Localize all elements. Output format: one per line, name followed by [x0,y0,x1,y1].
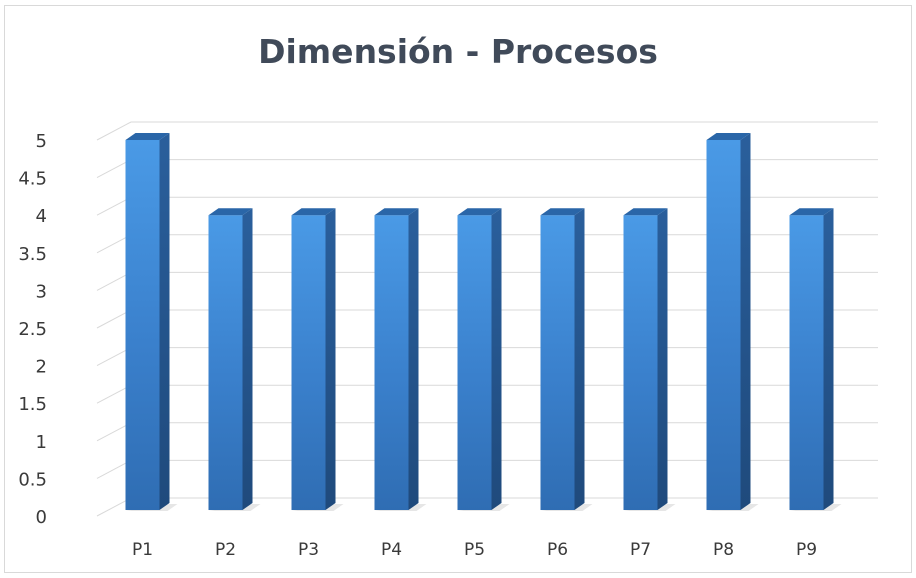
y-tick-label: 3 [36,281,47,302]
gridline [96,159,878,179]
x-tick-label: P1 [132,540,153,560]
bar [623,208,676,511]
y-tick-label: 0 [36,507,47,528]
y-tick-label: 4.5 [18,169,47,190]
x-tick-label: P4 [381,540,402,560]
y-tick-label: 2.5 [18,319,47,340]
bar [208,208,261,511]
y-tick-label: 0.5 [18,469,47,490]
x-tick-label: P7 [630,540,651,560]
x-tick-label: P5 [464,540,485,560]
x-tick-label: P8 [713,540,734,560]
y-tick-label: 1 [36,432,47,453]
bar [374,208,427,511]
y-tick-label: 1.5 [18,394,47,415]
bar [540,208,593,511]
chart-title: Dimensión - Procesos [258,32,658,71]
x-tick-label: P6 [547,540,568,560]
y-tick-label: 2 [36,357,47,378]
x-tick-label: P3 [298,540,319,560]
y-tick-label: 3.5 [18,244,47,265]
x-tick-label: P2 [215,540,236,560]
bar [291,208,344,511]
y-tick-label: 4 [36,206,47,227]
gridline [96,121,878,141]
bar [789,208,842,511]
bar [457,208,510,511]
y-tick-label: 5 [36,131,47,152]
bar [706,133,759,511]
x-tick-label: P9 [796,540,817,560]
bar [125,133,178,511]
